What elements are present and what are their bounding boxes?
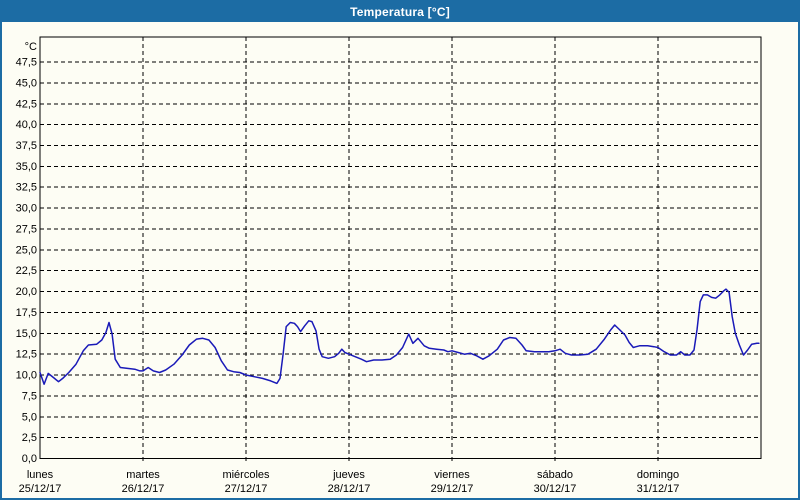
- x-day-date-label: 30/12/17: [534, 483, 577, 495]
- title-bar: Temperatura [°C]: [2, 2, 798, 22]
- y-tick-label: 37,5: [16, 140, 37, 152]
- y-tick-label: 10,0: [16, 370, 37, 382]
- y-tick-label: 5,0: [22, 411, 37, 423]
- y-tick-label: 27,5: [16, 223, 37, 235]
- y-tick-label: 30,0: [16, 203, 37, 215]
- x-day-date-label: 28/12/17: [328, 483, 371, 495]
- x-day-name-label: sábado: [537, 469, 573, 481]
- x-day-name-label: miércoles: [222, 469, 270, 481]
- y-tick-label: 45,0: [16, 77, 37, 89]
- y-tick-label: 42,5: [16, 98, 37, 110]
- y-tick-label: 22,5: [16, 265, 37, 277]
- temperature-chart: 0,0 2,5 5,0 7,5 10,0 12,5 15,0 17,5 20,0 22,5 25,0…: [16, 36, 762, 495]
- plot-border: [39, 36, 762, 460]
- chart-title: Temperatura [°C]: [350, 5, 450, 19]
- y-axis-unit-label: °C: [25, 41, 37, 53]
- x-day-date-label: 27/12/17: [225, 483, 268, 495]
- x-day-name-label: viernes: [434, 469, 470, 481]
- x-day-name-label: jueves: [332, 469, 365, 481]
- y-tick-label: 7,5: [22, 390, 37, 402]
- y-tick-label: 20,0: [16, 286, 37, 298]
- y-tick-label: 35,0: [16, 161, 37, 173]
- x-day-name-label: domingo: [637, 469, 679, 481]
- y-tick-label: 40,0: [16, 119, 37, 131]
- x-day-name-label: martes: [126, 469, 160, 481]
- y-tick-label: 12,5: [16, 349, 37, 361]
- y-tick-label: 17,5: [16, 307, 37, 319]
- x-day-date-label: 31/12/17: [637, 483, 680, 495]
- y-tick-label: 25,0: [16, 244, 37, 256]
- x-day-date-label: 29/12/17: [431, 483, 474, 495]
- x-day-name-label: lunes: [27, 469, 54, 481]
- y-tick-label: 32,5: [16, 182, 37, 194]
- x-day-date-label: 26/12/17: [122, 483, 165, 495]
- temperature-line: [39, 288, 760, 385]
- y-tick-label: 47,5: [16, 57, 37, 69]
- x-day-date-label: 25/12/17: [19, 483, 62, 495]
- y-tick-label: 0,0: [22, 453, 37, 465]
- y-tick-label: 2,5: [22, 432, 37, 444]
- y-tick-label: 15,0: [16, 328, 37, 340]
